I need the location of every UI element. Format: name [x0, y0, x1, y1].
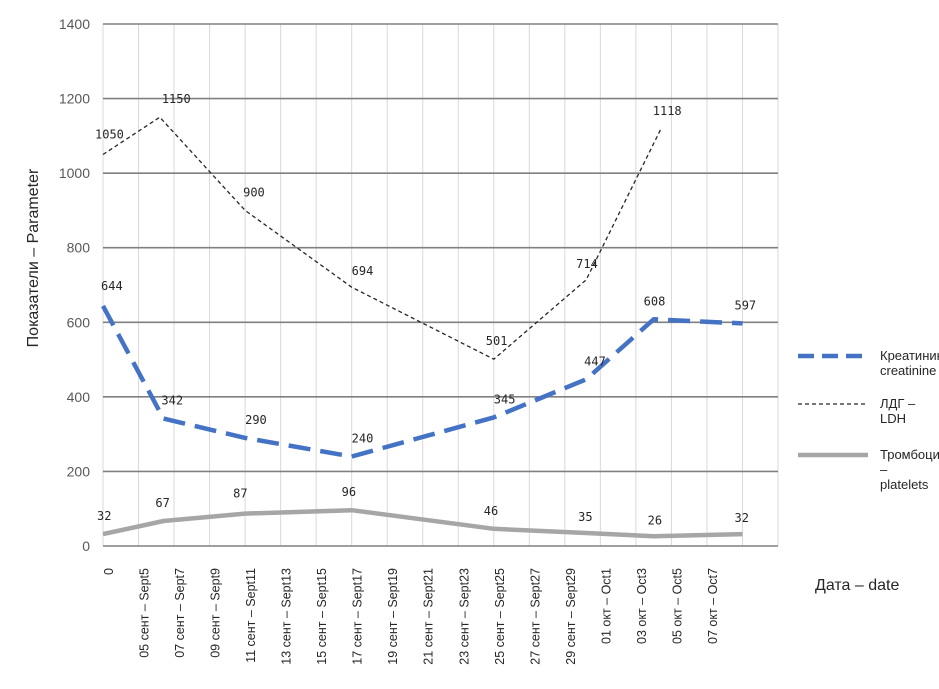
data-label: 1050 [95, 128, 124, 142]
data-label: 96 [342, 485, 356, 499]
y-axis-ticks: 0 200 400 600 800 1000 1200 1400 [59, 16, 90, 554]
data-label: 1150 [162, 92, 191, 106]
data-label: 501 [486, 334, 508, 348]
legend-label: platelets [880, 477, 929, 492]
data-label: 46 [484, 504, 498, 518]
y-axis-title: Показатели – Parameter [25, 168, 42, 347]
data-label: 608 [644, 294, 666, 308]
legend-label: Тромбоциты [880, 447, 939, 462]
x-tick-label: 15 сент – Sept15 [315, 568, 329, 665]
data-label: 26 [648, 513, 662, 527]
x-tick-label: 07 окт – Oct7 [706, 568, 720, 644]
data-label: 240 [352, 432, 374, 446]
series-line [101, 304, 743, 459]
x-tick-label: 05 окт – Oct5 [670, 568, 684, 644]
data-label: 32 [97, 509, 111, 523]
data-label: 67 [155, 496, 169, 510]
x-tick-label: 25 сент – Sept25 [493, 568, 507, 665]
data-label: 694 [352, 264, 374, 278]
legend-label: Креатинин – [880, 348, 939, 363]
y-tick-label: 200 [67, 463, 91, 479]
legend-label: LDH [880, 411, 906, 426]
data-labels: 644 342 290 240 345 447 608 597 1050 1150 900 694 50… [95, 92, 756, 527]
x-tick-label: 01 окт – Oct1 [599, 568, 613, 644]
y-tick-label: 400 [67, 389, 91, 405]
legend: Креатинин –creatinine ЛДГ –LDH Тромбоциты–… [798, 348, 939, 492]
data-label: 1118 [653, 104, 682, 118]
data-label: 87 [233, 487, 247, 501]
data-label: 644 [101, 279, 123, 293]
data-label: 447 [584, 354, 606, 368]
data-label: 32 [734, 511, 748, 525]
legend-label: ЛДГ – [880, 396, 916, 411]
data-label: 35 [578, 510, 592, 524]
x-tick-label: 29 сент – Sept29 [564, 568, 578, 665]
data-label: 900 [243, 185, 265, 199]
data-label: 342 [161, 393, 183, 407]
x-tick-label: 27 сент – Sept27 [528, 568, 542, 665]
x-tick-label: 17 сент – Sept17 [351, 568, 365, 665]
data-label: 345 [494, 392, 516, 406]
legend-label: – [880, 462, 888, 477]
y-tick-label: 800 [67, 240, 91, 256]
data-label: 290 [245, 413, 267, 427]
series-line [102, 507, 743, 539]
x-tick-label: 09 сент – Sept9 [209, 568, 223, 658]
x-tick-label: 19 сент – Sept19 [386, 568, 400, 665]
x-tick-label: 13 сент – Sept13 [280, 568, 294, 665]
series-lines [101, 116, 743, 539]
x-tick-label: 23 сент – Sept23 [457, 568, 471, 665]
x-tick-label: 21 сент – Sept21 [422, 568, 436, 665]
x-tick-label: 03 окт – Oct3 [635, 568, 649, 644]
x-tick-label: 11 сент – Sept11 [244, 568, 258, 663]
x-tick-label: 07 сент – Sept7 [173, 568, 187, 658]
y-tick-label: 1400 [59, 16, 90, 32]
data-label: 714 [576, 257, 598, 271]
legend-label: creatinine [880, 363, 936, 378]
y-tick-label: 600 [67, 314, 91, 330]
y-tick-label: 0 [82, 538, 90, 554]
series-line [102, 116, 662, 360]
y-tick-label: 1200 [59, 91, 90, 107]
x-axis-ticks: 0 05 сент – Sept5 07 сент – Sept7 09 сент –… [102, 568, 720, 665]
x-tick-label: 0 [102, 568, 116, 575]
x-tick-label: 05 сент – Sept5 [138, 568, 152, 658]
gridlines [102, 23, 779, 547]
x-axis-title: Дата – date [815, 577, 899, 594]
y-tick-label: 1000 [59, 165, 90, 181]
data-label: 597 [734, 298, 756, 312]
